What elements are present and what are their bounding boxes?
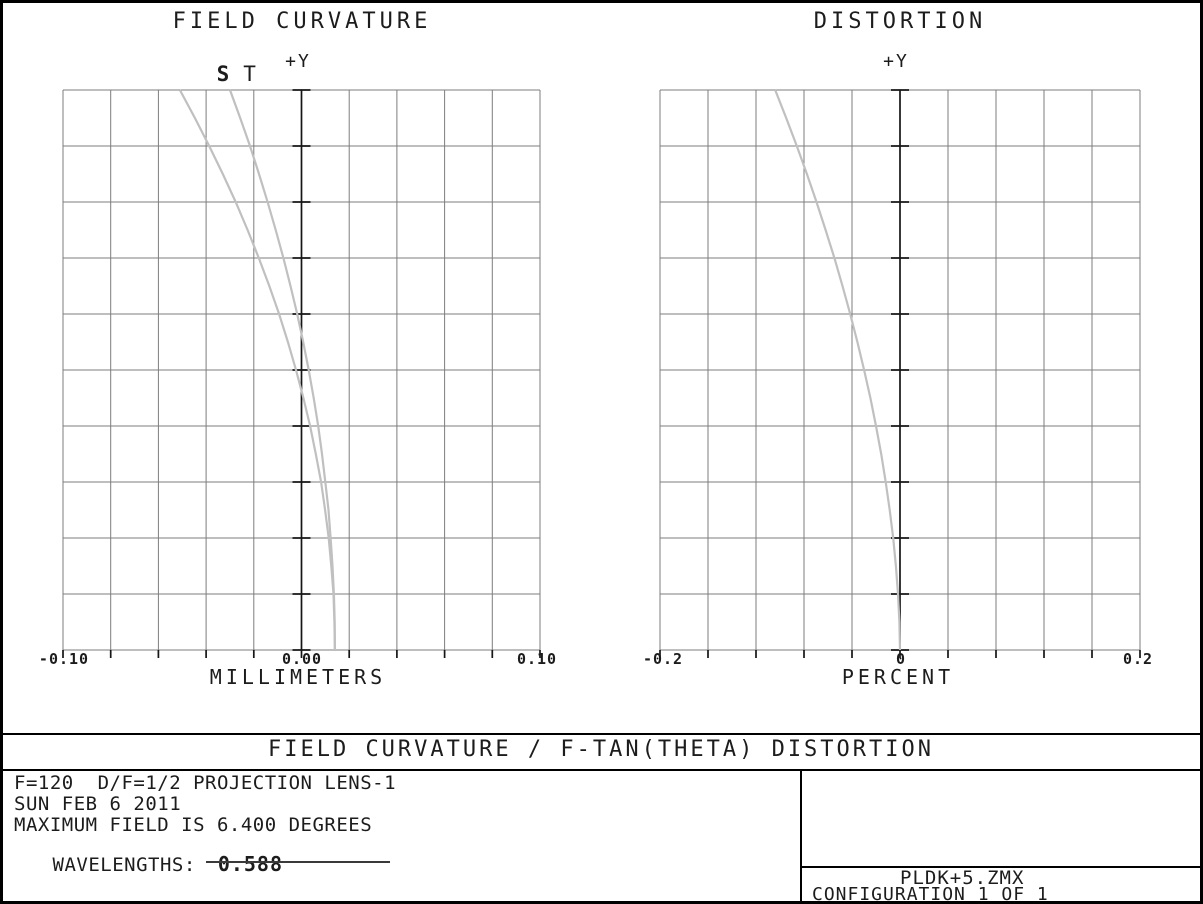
- plots-canvas: [62, 89, 1141, 658]
- wavelengths-label: WAVELENGTHS:: [52, 853, 196, 876]
- curve-field-curvature-s: [178, 89, 336, 651]
- distortion-title: DISTORTION: [813, 9, 987, 34]
- s-series-label: S: [216, 62, 231, 87]
- configuration-label: CONFIGURATION 1 OF 1: [812, 884, 1049, 904]
- right-x-axis-name: PERCENT: [841, 665, 955, 689]
- wavelength-line-style-sample: [206, 861, 390, 863]
- max-field-line: MAXIMUM FIELD IS 6.400 DEGREES: [14, 814, 373, 836]
- axis-0: [62, 89, 541, 658]
- right-xtick-min: -0.2: [642, 650, 684, 668]
- right-xtick-zero: 0: [895, 650, 907, 668]
- separator-right-cell: [800, 866, 1203, 868]
- footer-vertical-divider: [800, 769, 802, 904]
- t-series-label: T: [243, 62, 257, 87]
- wavelength-value: 0.588: [217, 851, 284, 876]
- date-line: SUN FEB 6 2011: [14, 793, 182, 815]
- curve-distortion-distortion: [774, 89, 902, 651]
- left-y-axis-label: +Y: [285, 51, 311, 72]
- lens-file-name: PLDK+5.ZMX: [900, 867, 1025, 889]
- separator-top: [0, 733, 1203, 735]
- axis-1: [659, 89, 1141, 658]
- field-curvature-title: FIELD CURVATURE: [172, 9, 432, 34]
- left-xtick-zero: 0.00: [281, 650, 323, 668]
- left-xtick-min: -0.10: [38, 650, 90, 668]
- plot-main-title: FIELD CURVATURE / F-TAN(THETA) DISTORTIO…: [267, 737, 935, 762]
- right-y-axis-label: +Y: [883, 51, 909, 72]
- left-x-axis-name: MILLIMETERS: [209, 665, 387, 689]
- left-xtick-max: 0.10: [516, 650, 558, 668]
- lens-description: F=120 D/F=1/2 PROJECTION LENS-1: [14, 772, 397, 794]
- wavelengths-line: WAVELENGTHS: 0.588: [14, 837, 283, 893]
- curve-field-curvature-t: [228, 89, 336, 651]
- right-xtick-max: 0.2: [1122, 650, 1154, 668]
- separator-mid: [0, 769, 1203, 771]
